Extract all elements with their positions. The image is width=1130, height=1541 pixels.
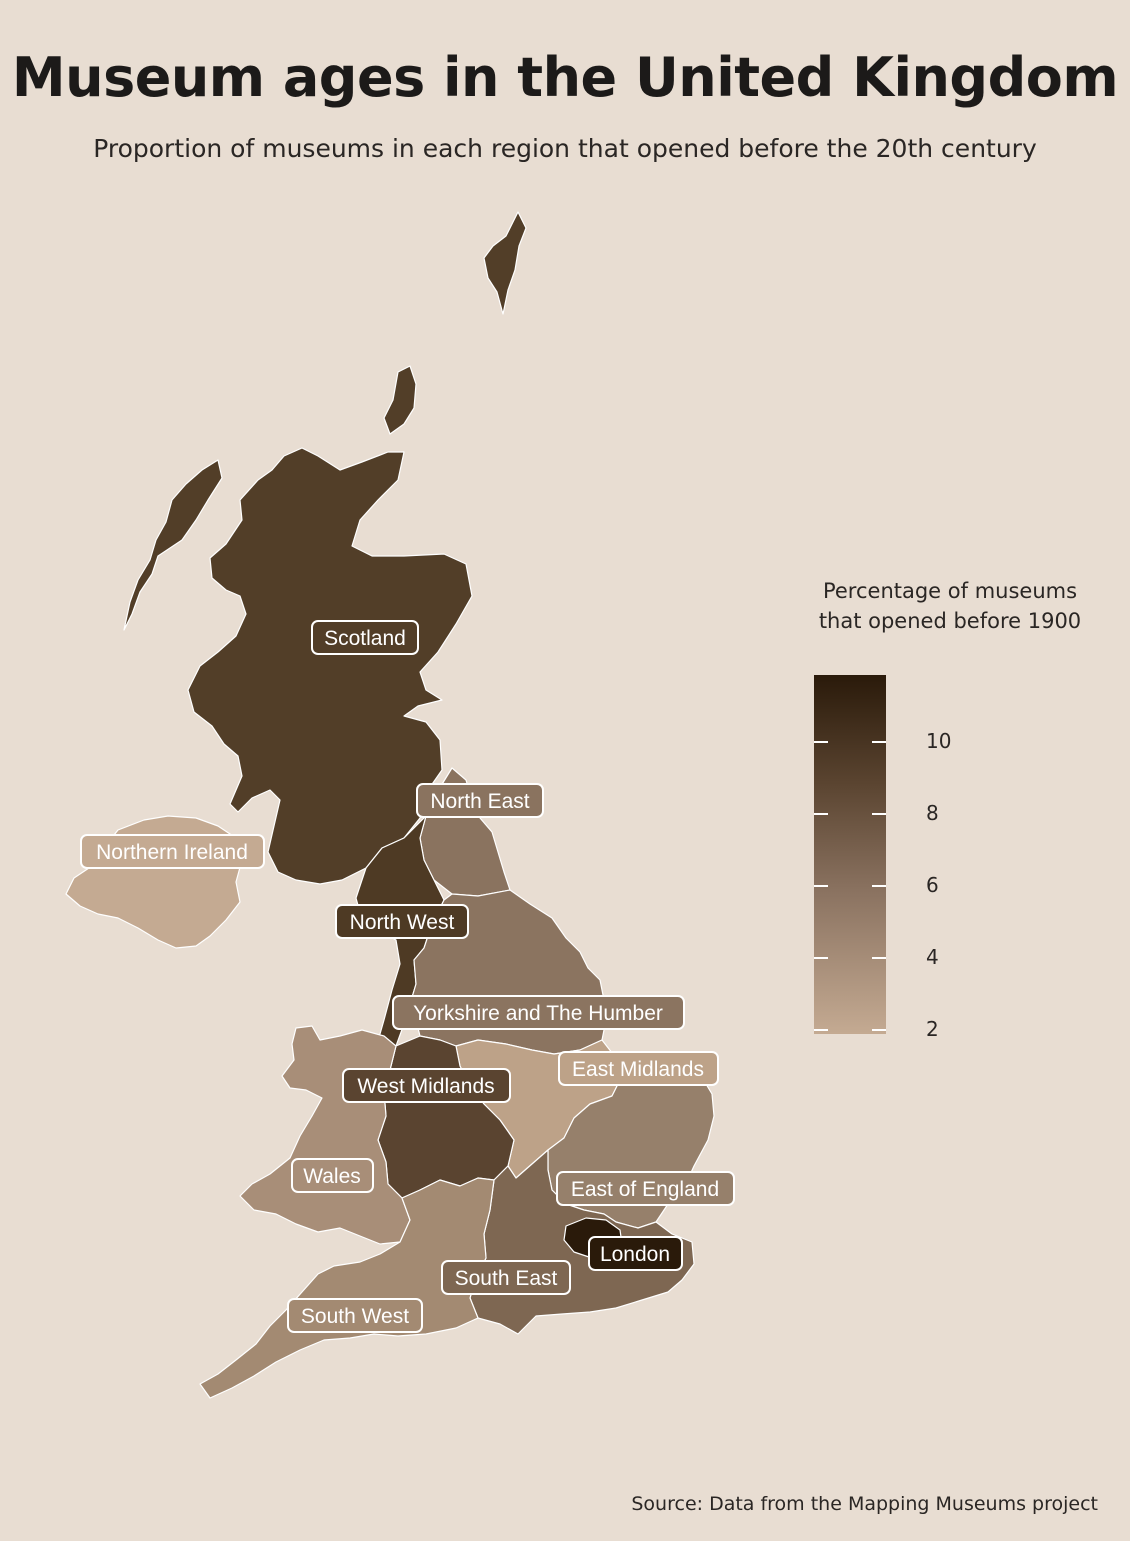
legend-colorbar (814, 675, 886, 1034)
region-label-west-midlands: West Midlands (342, 1068, 511, 1103)
region-label-text: Scotland (324, 627, 406, 650)
region-label-text: East Midlands (572, 1058, 704, 1081)
region-label-text: South East (455, 1267, 558, 1290)
region-label-text: Northern Ireland (96, 841, 248, 864)
region-shape-hebrides (123, 459, 223, 631)
legend-tick-mark (814, 885, 828, 887)
legend-title: Percentage of museums that opened before… (790, 576, 1110, 636)
legend-title-line1: Percentage of museums (822, 579, 1078, 603)
legend-tick-mark (814, 1029, 828, 1031)
region-label-northern-ireland: Northern Ireland (80, 834, 265, 869)
legend-tick-label: 6 (926, 873, 939, 897)
region-shape-scotland (187, 447, 473, 885)
legend-tick-mark (872, 741, 886, 743)
region-labels: Scotland North East Northern Ireland Nor… (80, 620, 735, 1333)
region-label-text: Yorkshire and The Humber (413, 1002, 663, 1025)
legend-tick-label: 8 (926, 801, 939, 825)
region-label-text: East of England (571, 1178, 719, 1201)
region-shape-shetland (483, 211, 527, 315)
region-label-text: North East (430, 790, 529, 813)
region-label-south-west: South West (287, 1298, 423, 1333)
legend-tick-mark (872, 813, 886, 815)
legend-tick-mark (872, 957, 886, 959)
legend-tick-label: 10 (926, 729, 952, 753)
region-shape-south-west (199, 1177, 495, 1399)
region-label-scotland: Scotland (311, 620, 419, 655)
region-label-wales: Wales (291, 1158, 374, 1193)
region-label-text: London (600, 1243, 670, 1266)
region-label-text: West Midlands (357, 1075, 494, 1098)
legend-tick-label: 4 (926, 945, 939, 969)
region-label-yorkshire: Yorkshire and The Humber (392, 995, 685, 1030)
region-label-east-midlands: East Midlands (558, 1051, 719, 1086)
legend-tick-mark (814, 957, 828, 959)
source-note: Source: Data from the Mapping Museums pr… (631, 1493, 1098, 1515)
region-label-text: North West (350, 911, 455, 934)
region-label-east-of-england: East of England (556, 1171, 735, 1206)
legend-tick-mark (872, 1029, 886, 1031)
region-label-text: Wales (303, 1165, 361, 1188)
region-label-south-east: South East (441, 1260, 571, 1295)
region-label-london: London (588, 1236, 683, 1271)
legend-title-line2: that opened before 1900 (818, 609, 1082, 633)
region-shape-orkney (383, 365, 417, 435)
map-subtitle: Proportion of museums in each region tha… (93, 134, 1037, 163)
legend-tick-label: 2 (926, 1017, 939, 1041)
map-title: Museum ages in the United Kingdom (11, 46, 1119, 109)
region-label-north-east: North East (416, 783, 544, 818)
legend-tick-mark (814, 741, 828, 743)
legend-tick-mark (872, 885, 886, 887)
region-label-north-west: North West (335, 904, 469, 939)
region-label-text: South West (301, 1305, 409, 1328)
legend-tick-mark (814, 813, 828, 815)
